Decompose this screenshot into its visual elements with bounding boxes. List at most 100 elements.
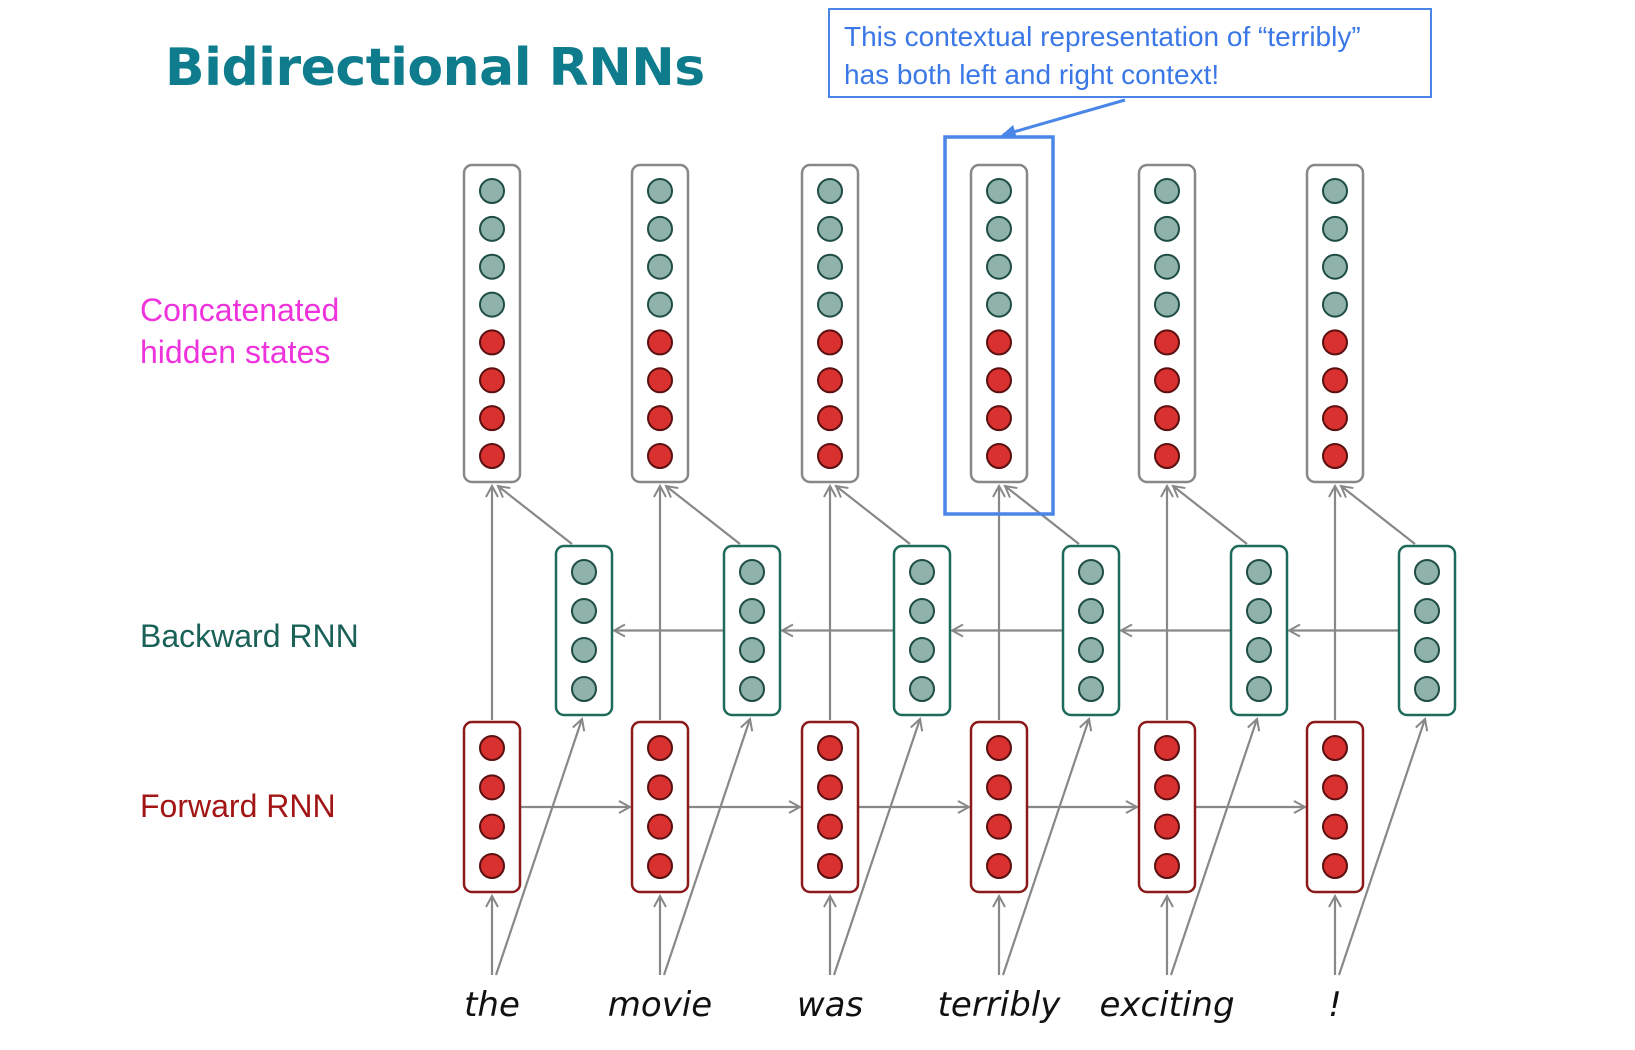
backward-neuron (1414, 598, 1440, 624)
forward-neuron (1154, 329, 1180, 356)
concat-label-line-2: hidden states (140, 334, 331, 370)
concatenated-hidden-states-label: Concatenated hidden states (140, 289, 339, 373)
forward-neuron (986, 813, 1012, 840)
backward-state-! (1397, 544, 1457, 717)
forward-state-!-frame (1305, 720, 1365, 894)
forward-neuron (1322, 735, 1348, 761)
word-to-backward-arrow (1337, 719, 1425, 976)
input-word: ! (1328, 985, 1342, 1025)
callout-line-1: This contextual representation of “terri… (844, 21, 1361, 52)
forward-state-the (462, 720, 522, 894)
backward-neuron (817, 215, 843, 242)
backward-neuron (571, 637, 597, 663)
forward-state-terribly-frame (969, 720, 1029, 894)
backward-neuron (1246, 676, 1272, 702)
backward-to-concat-arrow (1341, 486, 1416, 545)
forward-neuron (817, 367, 843, 394)
backward-neuron (1154, 291, 1180, 318)
backward-neuron (647, 215, 673, 242)
arrows-layer (492, 486, 1425, 976)
forward-neuron (479, 813, 505, 840)
forward-neuron (986, 853, 1012, 879)
forward-neuron (1154, 813, 1180, 840)
forward-neuron (1322, 443, 1348, 469)
backward-neuron (479, 178, 505, 204)
forward-neuron (986, 405, 1012, 432)
backward-to-concat-arrow (836, 486, 911, 545)
forward-neuron (647, 329, 673, 356)
backward-state-was-frame (892, 544, 952, 717)
backward-state-terribly (1061, 544, 1121, 717)
backward-neuron (739, 598, 765, 624)
backward-state-movie-frame (722, 544, 782, 717)
forward-neuron (1322, 813, 1348, 840)
forward-neuron (986, 443, 1012, 469)
backward-neuron (739, 559, 765, 585)
word-to-backward-arrow (832, 719, 920, 976)
forward-state-terribly (969, 720, 1029, 894)
backward-neuron (1414, 637, 1440, 663)
backward-neuron (1322, 291, 1348, 318)
backward-neuron (571, 676, 597, 702)
forward-neuron (479, 774, 505, 801)
forward-neuron (647, 405, 673, 432)
input-word: movie (607, 985, 713, 1025)
slide-title: Bidirectional RNNs (165, 38, 705, 98)
backward-neuron (909, 559, 935, 585)
input-word: terribly (937, 985, 1061, 1025)
concat-state-movie-frame (630, 163, 690, 484)
backward-neuron (1078, 598, 1104, 624)
forward-neuron (817, 813, 843, 840)
forward-state-was (800, 720, 860, 894)
backward-state-movie (722, 544, 782, 717)
forward-neuron (986, 735, 1012, 761)
forward-neuron (817, 735, 843, 761)
backward-state-!-frame (1397, 544, 1457, 717)
forward-neuron (1154, 367, 1180, 394)
backward-neuron (739, 676, 765, 702)
backward-neuron (1154, 215, 1180, 242)
states-layer (462, 163, 1457, 894)
backward-neuron (1246, 598, 1272, 624)
backward-neuron (647, 178, 673, 204)
backward-neuron (909, 676, 935, 702)
backward-to-concat-arrow (666, 486, 741, 545)
backward-neuron (986, 178, 1012, 204)
forward-neuron (1322, 329, 1348, 356)
backward-neuron (647, 291, 673, 318)
highlight-box (943, 135, 1055, 516)
backward-state-terribly-frame (1061, 544, 1121, 717)
forward-neuron (1154, 853, 1180, 879)
forward-neuron (1322, 367, 1348, 394)
concat-state-the-frame (462, 163, 522, 484)
forward-neuron (817, 853, 843, 879)
forward-neuron (647, 853, 673, 879)
forward-neuron (647, 735, 673, 761)
forward-neuron (647, 774, 673, 801)
word-to-backward-arrow (494, 719, 582, 976)
backward-neuron (739, 637, 765, 663)
callout-pointer-arrow (1000, 98, 1126, 139)
backward-neuron (909, 637, 935, 663)
forward-neuron (479, 735, 505, 761)
backward-neuron (986, 215, 1012, 242)
forward-neuron (986, 367, 1012, 394)
backward-neuron (1322, 178, 1348, 204)
backward-to-concat-arrow (498, 486, 573, 545)
backward-neuron (817, 253, 843, 280)
backward-rnn-label: Backward RNN (140, 618, 359, 654)
backward-neuron (986, 253, 1012, 280)
forward-neuron (479, 405, 505, 432)
forward-neuron (479, 443, 505, 469)
input-word: the (464, 985, 520, 1025)
concat-state-was-frame (800, 163, 860, 484)
forward-neuron (986, 329, 1012, 356)
forward-state-was-frame (800, 720, 860, 894)
forward-state-movie (630, 720, 690, 894)
forward-neuron (1154, 405, 1180, 432)
backward-neuron (1154, 178, 1180, 204)
concat-state-terribly (969, 163, 1029, 484)
concat-label-line-1: Concatenated (140, 292, 340, 328)
backward-to-concat-arrow (1173, 486, 1248, 545)
